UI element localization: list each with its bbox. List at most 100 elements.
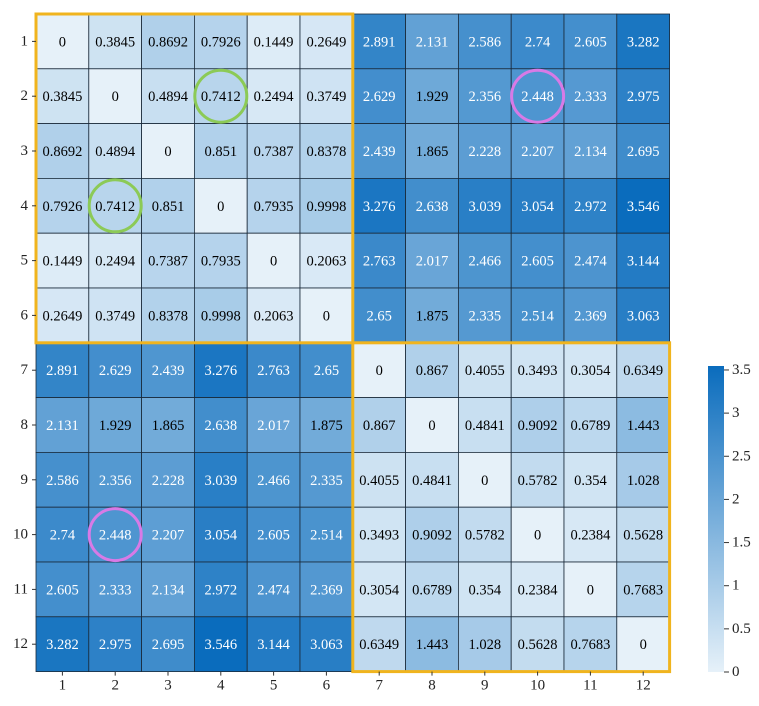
cell-value-label: 2.134 xyxy=(152,582,185,598)
cell-value-label: 0 xyxy=(270,254,277,270)
heatmap-cell xyxy=(35,287,90,344)
cell-value-label: 2.891 xyxy=(363,34,396,50)
cell-value-label: 2.975 xyxy=(627,89,660,105)
heatmap-cell xyxy=(246,506,301,563)
heatmap-cell xyxy=(616,123,670,179)
heatmap-cell xyxy=(352,451,406,508)
heatmap-cell xyxy=(457,451,512,508)
x-tick-label: 4 xyxy=(217,678,225,694)
heatmap-cell xyxy=(405,287,459,344)
colorbar-gradient xyxy=(708,366,724,672)
cell-value-label: 0.7926 xyxy=(201,34,241,50)
cell-value-label: 0.4055 xyxy=(465,363,505,379)
heatmap-cell xyxy=(299,451,354,508)
cell-value-label: 2.975 xyxy=(99,637,132,653)
colorbar-tick-label: 2.5 xyxy=(732,448,751,464)
cell-value-label: 3.282 xyxy=(627,34,660,50)
cell-value-label: 3.063 xyxy=(627,308,660,324)
cell-value-label: 0 xyxy=(534,528,541,544)
cell-value-label: 2.65 xyxy=(367,308,392,324)
cell-value-label: 2.335 xyxy=(310,473,343,489)
cell-value-label: 2.638 xyxy=(416,199,449,215)
heatmap-cell xyxy=(352,616,406,672)
cell-value-label: 0.2649 xyxy=(306,34,346,50)
colorbar-tick-label: 0.5 xyxy=(732,621,751,637)
heatmap-cell xyxy=(405,506,459,563)
cell-value-label: 0.867 xyxy=(363,418,396,434)
x-tick-label: 3 xyxy=(164,678,172,694)
cell-value-label: 2.207 xyxy=(521,144,554,160)
heatmap-cell xyxy=(35,232,90,289)
cell-value-label: 2.514 xyxy=(521,308,554,324)
cell-value-label: 2.207 xyxy=(152,528,185,544)
heatmap-cell xyxy=(616,287,670,344)
cell-value-label: 0 xyxy=(587,582,594,598)
heatmap-cell xyxy=(246,123,301,179)
colorbar-tick-label: 3.5 xyxy=(732,362,751,378)
cell-value-label: 2.74 xyxy=(525,34,551,50)
heatmap-cell xyxy=(141,397,195,453)
cell-value-label: 0.7412 xyxy=(201,89,241,105)
heatmap-cell xyxy=(510,561,565,618)
cell-value-label: 2.74 xyxy=(50,528,76,544)
cell-value-label: 0.9092 xyxy=(412,528,452,544)
cell-value-label: 3.054 xyxy=(521,199,554,215)
heatmap-cell xyxy=(563,397,618,453)
cell-value-label: 0.354 xyxy=(574,473,607,489)
cell-value-label: 0 xyxy=(164,144,171,160)
y-tick-label: 1 xyxy=(21,33,29,49)
cell-value-label: 3.144 xyxy=(627,254,660,270)
heatmap-cell xyxy=(299,561,354,618)
heatmap-cell xyxy=(299,287,354,344)
heatmap-cell xyxy=(35,177,90,234)
heatmap-cell xyxy=(510,13,565,70)
cell-value-label: 2.134 xyxy=(574,144,607,160)
cell-value-label: 2.514 xyxy=(310,528,343,544)
cell-value-label: 0.9998 xyxy=(306,199,346,215)
x-tick-label: 5 xyxy=(270,678,278,694)
heatmap-cell xyxy=(193,397,248,453)
colorbar-tick-label: 1 xyxy=(732,578,740,594)
x-axis-ticks: 1 2 3 4 5 6 7 8 9 10 11 12 xyxy=(59,671,651,694)
heatmap-cell xyxy=(563,177,618,234)
cell-value-label: 0.1449 xyxy=(42,254,82,270)
heatmap-cell xyxy=(246,232,301,289)
cell-value-label: 0.2384 xyxy=(570,528,611,544)
cell-value-label: 1.875 xyxy=(310,418,343,434)
heatmap-cell xyxy=(246,342,301,398)
cell-value-label: 2.763 xyxy=(363,254,396,270)
cell-value-label: 0.3749 xyxy=(306,89,346,105)
cell-value-label: 0 xyxy=(59,34,66,50)
x-tick-label: 12 xyxy=(636,678,651,694)
cell-value-label: 0.3054 xyxy=(359,582,400,598)
heatmap-cell xyxy=(405,68,459,125)
heatmap-cell xyxy=(299,13,354,70)
cell-value-label: 2.638 xyxy=(204,418,237,434)
heatmap-cell xyxy=(616,397,670,453)
heatmap-cell xyxy=(141,561,195,618)
cell-value-label: 1.875 xyxy=(416,308,449,324)
cell-value-label: 0.4841 xyxy=(412,473,452,489)
cell-value-label: 2.369 xyxy=(574,308,607,324)
heatmap-cell xyxy=(457,68,512,125)
cell-value-label: 0 xyxy=(112,89,119,105)
cell-value-label: 2.695 xyxy=(152,637,185,653)
cell-value-label: 0.6349 xyxy=(359,637,399,653)
cell-value-label: 2.333 xyxy=(574,89,607,105)
heatmap-cell xyxy=(405,451,459,508)
cell-value-label: 2.474 xyxy=(257,582,290,598)
x-tick-label: 8 xyxy=(428,678,436,694)
heatmap-cell xyxy=(352,397,406,453)
colorbar-tick-label: 0 xyxy=(732,664,740,680)
highlight-circle xyxy=(193,68,249,124)
heatmap-cell xyxy=(299,616,354,672)
cell-value-label: 1.028 xyxy=(468,637,501,653)
block-highlight-rect xyxy=(34,12,355,345)
cell-value-label: 3.276 xyxy=(204,363,237,379)
heatmap-cell xyxy=(510,287,565,344)
cell-value-label: 1.865 xyxy=(152,418,185,434)
heatmap-cell xyxy=(352,561,406,618)
cell-value-label: 0 xyxy=(640,637,647,653)
heatmap-cell xyxy=(457,287,512,344)
cell-value-label: 0.3845 xyxy=(95,34,135,50)
